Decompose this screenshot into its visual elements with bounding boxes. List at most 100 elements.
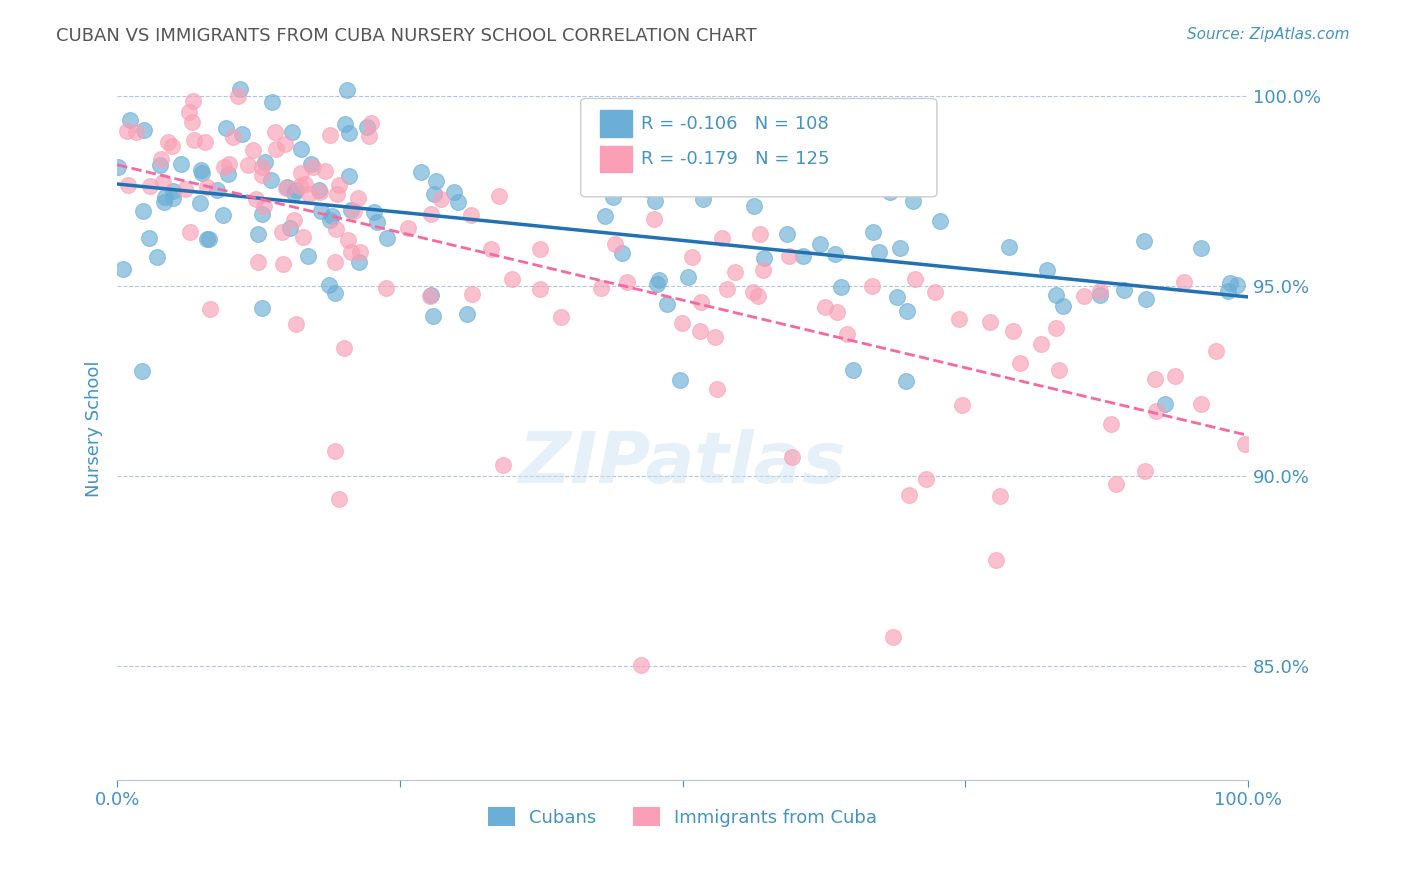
Point <box>904 271 927 285</box>
Point <box>226 88 249 103</box>
Point <box>950 398 973 412</box>
Point <box>211 208 233 222</box>
Y-axis label: Nursery School: Nursery School <box>86 360 103 497</box>
Point <box>1233 437 1256 451</box>
Point <box>1164 368 1187 383</box>
Point <box>692 192 714 206</box>
Point <box>886 290 908 304</box>
Point <box>862 225 884 239</box>
Point <box>292 230 315 244</box>
Point <box>323 255 346 269</box>
Point <box>149 158 172 172</box>
Point <box>603 236 626 251</box>
Point <box>835 327 858 342</box>
Point <box>120 113 142 128</box>
Point <box>200 301 222 316</box>
Point <box>156 135 179 149</box>
Point <box>896 374 918 388</box>
Point <box>281 125 304 139</box>
Point <box>915 472 938 486</box>
Point <box>776 227 799 241</box>
Point <box>1226 277 1249 292</box>
Point <box>229 82 252 96</box>
Point <box>117 178 139 193</box>
Point <box>1045 287 1067 301</box>
Point <box>889 241 911 255</box>
Point <box>752 263 775 277</box>
Point <box>325 222 347 236</box>
Point <box>162 184 184 198</box>
Point <box>1189 397 1212 411</box>
Point <box>814 300 837 314</box>
Text: Source: ZipAtlas.com: Source: ZipAtlas.com <box>1187 27 1350 42</box>
Point <box>205 184 228 198</box>
Point <box>283 212 305 227</box>
Point <box>924 285 946 299</box>
Point <box>897 488 920 502</box>
Point <box>222 130 245 145</box>
Point <box>179 105 201 120</box>
Point <box>117 124 139 138</box>
Point <box>783 175 806 189</box>
Point <box>179 225 201 239</box>
Point <box>1001 324 1024 338</box>
Point <box>323 443 346 458</box>
Point <box>290 166 312 180</box>
Point <box>218 157 240 171</box>
Point <box>612 246 634 260</box>
Point <box>162 191 184 205</box>
Point <box>276 179 298 194</box>
Point <box>270 225 292 239</box>
Point <box>422 309 444 323</box>
Point <box>529 282 551 296</box>
Point <box>323 286 346 301</box>
Point <box>655 297 678 311</box>
Point <box>903 194 925 208</box>
Point <box>1099 417 1122 432</box>
Point <box>339 245 361 260</box>
Point <box>191 166 214 180</box>
Point <box>349 255 371 269</box>
Point <box>107 160 129 174</box>
Point <box>217 167 239 181</box>
Point <box>637 182 659 196</box>
Point <box>1008 356 1031 370</box>
Point <box>456 307 478 321</box>
Point <box>948 312 970 326</box>
Point <box>630 658 652 673</box>
Point <box>748 227 770 242</box>
Point <box>374 281 396 295</box>
Point <box>253 199 276 213</box>
Point <box>337 127 360 141</box>
Point <box>460 286 482 301</box>
Point <box>212 160 235 174</box>
Point <box>153 190 176 204</box>
Point <box>741 285 763 300</box>
Point <box>245 192 267 206</box>
Point <box>488 189 510 203</box>
Point <box>326 186 349 201</box>
Point <box>762 170 785 185</box>
Point <box>215 120 238 135</box>
Point <box>747 289 769 303</box>
Point <box>842 363 865 377</box>
Point <box>314 164 336 178</box>
Point <box>419 289 441 303</box>
Point <box>616 275 638 289</box>
Point <box>396 221 419 235</box>
Point <box>1144 372 1167 386</box>
Point <box>1218 284 1240 298</box>
Point <box>366 215 388 229</box>
Point <box>278 221 301 235</box>
Point <box>153 194 176 209</box>
Text: ZIPatlas: ZIPatlas <box>519 429 846 498</box>
Point <box>411 164 433 178</box>
Point <box>792 249 814 263</box>
Point <box>420 287 443 301</box>
Point <box>1189 241 1212 255</box>
Point <box>706 382 728 396</box>
Point <box>319 212 342 227</box>
Point <box>346 191 368 205</box>
Point <box>1088 284 1111 298</box>
Point <box>288 179 311 194</box>
